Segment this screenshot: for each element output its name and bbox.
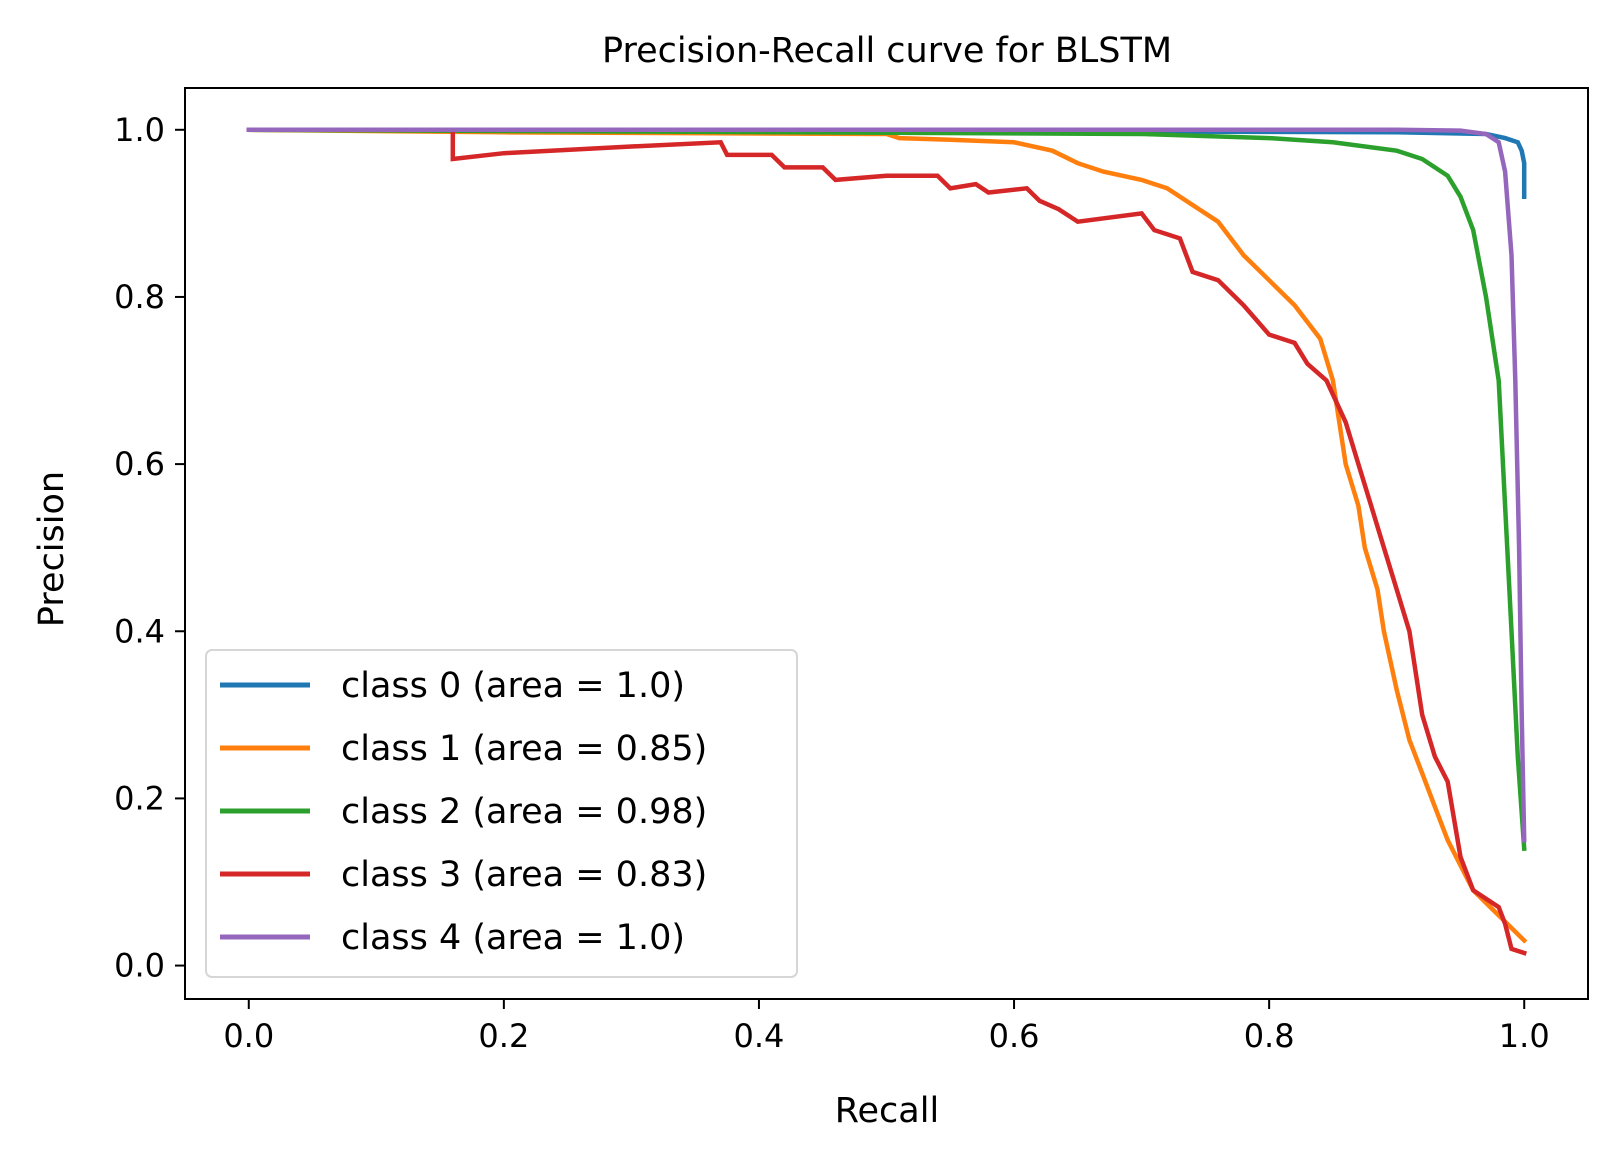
y-axis-ticks: 0.0 0.2 0.4 0.6 0.8 1.0 [114, 111, 185, 985]
series-line-class-1 [246, 127, 1528, 944]
series-line-class-3 [246, 127, 1528, 956]
y-axis-label: Precision [32, 471, 72, 627]
x-tick-label: 0.2 [478, 1017, 529, 1055]
y-tick-label: 1.0 [114, 111, 165, 149]
x-tick-label: 0.4 [734, 1017, 785, 1055]
x-tick-label: 0.6 [989, 1017, 1040, 1055]
plot-area [246, 127, 1528, 956]
y-tick-label: 0.4 [114, 612, 165, 650]
series-line-class-2 [246, 127, 1527, 852]
series-line-class-4 [246, 127, 1527, 843]
plot-frame [184, 87, 1589, 1000]
chart-title: Precision-Recall curve for BLSTM [602, 31, 1172, 71]
legend-label-class-3: class 3 (area = 0.83) [341, 855, 707, 895]
legend-box [205, 649, 798, 978]
y-tick-label: 0.0 [114, 947, 165, 985]
x-tick-label: 0.8 [1244, 1017, 1295, 1055]
x-axis-ticks: 0.0 0.2 0.4 0.6 0.8 1.0 [223, 999, 1550, 1055]
legend: class 0 (area = 1.0) class 1 (area = 0.85… [205, 649, 798, 978]
x-tick-label: 1.0 [1499, 1017, 1550, 1055]
legend-label-class-2: class 2 (area = 0.98) [341, 792, 707, 832]
legend-label-class-0: class 0 (area = 1.0) [341, 666, 685, 706]
legend-label-class-4: class 4 (area = 1.0) [341, 918, 685, 958]
legend-label-class-1: class 1 (area = 0.85) [341, 729, 707, 769]
y-tick-label: 0.8 [114, 278, 165, 316]
y-tick-label: 0.2 [114, 779, 165, 817]
x-tick-label: 0.0 [223, 1017, 274, 1055]
x-axis-label: Recall [835, 1091, 939, 1131]
y-tick-label: 0.6 [114, 445, 165, 483]
